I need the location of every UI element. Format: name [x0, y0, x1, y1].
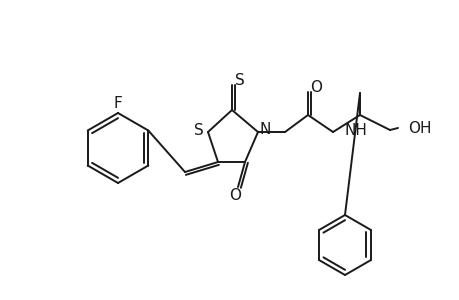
Text: S: S	[235, 73, 244, 88]
Text: N: N	[259, 122, 270, 136]
Text: S: S	[194, 122, 203, 137]
Text: O: O	[309, 80, 321, 94]
Text: OH: OH	[407, 121, 431, 136]
Text: NH: NH	[344, 122, 367, 137]
Text: O: O	[229, 188, 241, 203]
Text: F: F	[113, 95, 122, 110]
